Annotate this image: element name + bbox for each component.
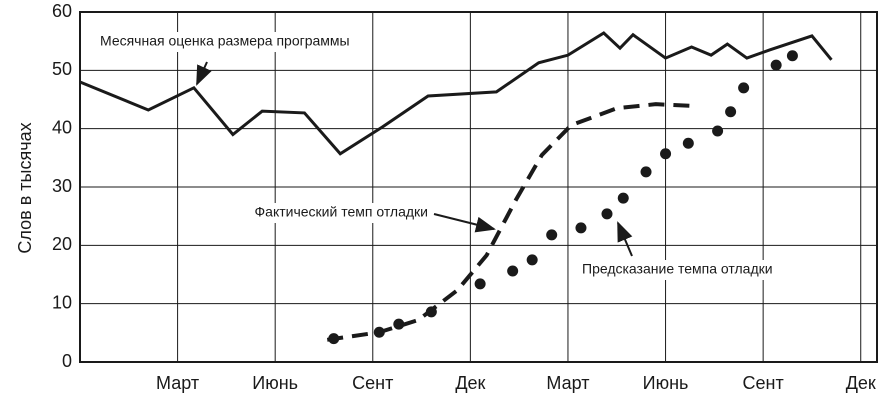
series-line xyxy=(79,31,833,156)
annotation-bg xyxy=(578,260,818,280)
data-point xyxy=(507,265,519,277)
x-tick-label: Дек xyxy=(846,373,876,393)
y-tick-label: 50 xyxy=(52,59,72,79)
series-line xyxy=(326,102,692,342)
data-point xyxy=(617,192,629,204)
data-point xyxy=(393,318,405,330)
data-point xyxy=(786,50,798,62)
x-tick-label: Июнь xyxy=(643,373,689,393)
plot-frame xyxy=(79,11,878,363)
y-tick-label: 0 xyxy=(62,351,72,371)
annotation: Фактический темп отладки xyxy=(255,204,428,220)
y-tick-label: 20 xyxy=(52,234,72,254)
data-point xyxy=(373,326,385,338)
data-point xyxy=(474,278,486,290)
data-point xyxy=(546,229,558,241)
data-point xyxy=(682,137,694,149)
data-point xyxy=(738,82,750,94)
x-tick-label: Сент xyxy=(352,373,393,393)
annotation-bg xyxy=(192,203,432,223)
data-point xyxy=(712,125,724,137)
y-tick-label: 30 xyxy=(52,176,72,196)
data-point xyxy=(640,166,652,178)
x-tick-label: Июнь xyxy=(252,373,298,393)
data-point xyxy=(575,222,587,234)
data-point xyxy=(660,148,672,160)
annotation: Предсказание темпа отладки xyxy=(582,261,773,277)
y-tick-label: 10 xyxy=(52,292,72,312)
data-point xyxy=(725,106,737,118)
x-tick-label: Сент xyxy=(743,373,784,393)
annotation-arrow xyxy=(433,213,496,233)
data-point xyxy=(328,333,340,345)
y-tick-label: 60 xyxy=(52,1,72,21)
y-axis-label: Слов в тысячах xyxy=(15,122,35,253)
annotation-arrow xyxy=(617,221,633,257)
x-tick-label: Март xyxy=(546,373,589,393)
data-point xyxy=(526,254,538,266)
annotation-bg xyxy=(96,32,336,52)
x-tick-label: Дек xyxy=(455,373,485,393)
data-point xyxy=(770,59,782,71)
annotation: Месячная оценка размера программы xyxy=(100,33,350,49)
y-tick-label: 40 xyxy=(52,117,72,137)
data-point xyxy=(425,306,437,318)
annotation-arrow xyxy=(196,61,212,86)
x-tick-label: Март xyxy=(156,373,199,393)
data-point xyxy=(601,208,613,220)
